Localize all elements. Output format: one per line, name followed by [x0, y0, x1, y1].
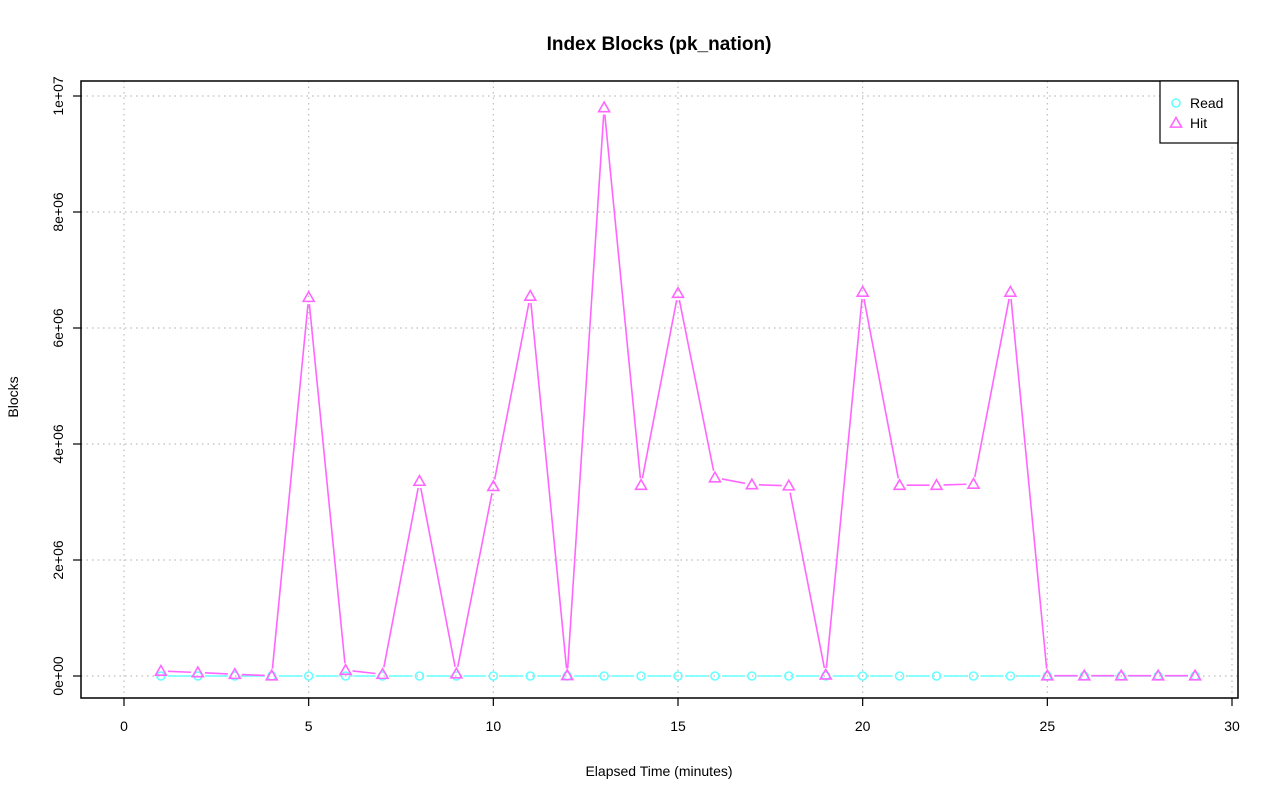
data-point: [966, 476, 981, 489]
series-segment: [530, 302, 568, 669]
data-point: [264, 668, 279, 681]
data-point: [857, 671, 868, 681]
plot-frame: [80, 80, 1239, 699]
data-point: [488, 671, 499, 681]
y-tick-label: 1e+07: [50, 76, 66, 116]
data-point: [671, 286, 685, 299]
data-point: [1003, 284, 1018, 297]
series-segment: [758, 484, 782, 487]
data-point: [375, 667, 390, 680]
axes: 0 5 10 15 20 25 30 0e+00 2e+06 4e+06 6e+06 8e+06 1e+…: [50, 76, 1240, 734]
data-point: [1077, 668, 1092, 681]
data-point: [303, 671, 314, 681]
series-segment: [566, 114, 605, 669]
data-point: [414, 671, 425, 681]
y-tick-label: 2e+06: [50, 540, 66, 580]
x-tick-label: 0: [120, 718, 128, 734]
series-segment: [383, 487, 419, 668]
series-segment: [943, 483, 967, 486]
series-segment: [419, 487, 456, 667]
data-point: [1040, 668, 1055, 681]
data-point: [636, 671, 646, 681]
y-tick-label: 4e+06: [50, 424, 66, 464]
y-tick-label: 8e+06: [50, 192, 66, 232]
series-segment: [678, 299, 715, 471]
x-tick-label: 15: [670, 718, 686, 734]
data-point: [560, 668, 575, 681]
series-layer: [154, 100, 1202, 681]
data-point: [929, 478, 944, 491]
series-segment: [721, 478, 746, 485]
data-point: [301, 290, 316, 303]
data-point: [744, 477, 759, 490]
series-segment: [493, 302, 530, 480]
data-point: [412, 474, 427, 487]
data-point: [783, 671, 794, 681]
y-axis-label: Blocks: [5, 376, 21, 417]
data-point: [523, 288, 538, 302]
x-tick-label: 20: [855, 718, 871, 734]
series-hit: [154, 100, 1202, 681]
data-point: [338, 663, 353, 676]
x-tick-label: 10: [486, 718, 502, 734]
data-point: [1005, 671, 1016, 681]
data-point: [634, 478, 648, 491]
series-segment: [271, 304, 309, 669]
data-point: [673, 671, 683, 681]
series-segment: [456, 493, 493, 667]
data-point: [708, 470, 722, 483]
data-point: [781, 478, 796, 491]
series-segment: [352, 670, 376, 675]
data-point: [340, 671, 351, 681]
series-segment: [308, 304, 346, 664]
data-point: [190, 665, 205, 678]
series-segment: [825, 298, 863, 668]
data-point: [855, 284, 870, 297]
data-point: [449, 666, 464, 679]
series-segment: [641, 299, 678, 479]
chart-title: Index Blocks (pk_nation): [547, 34, 772, 55]
y-tick-label: 6e+06: [50, 308, 66, 348]
legend: Read Hit: [1159, 80, 1239, 144]
y-tick-label: 0e+00: [50, 656, 66, 696]
grid: [81, 81, 1238, 698]
x-tick-label: 25: [1040, 718, 1056, 734]
data-point: [597, 100, 612, 113]
data-point: [154, 663, 168, 676]
x-tick-label: 30: [1224, 718, 1240, 734]
series-segment: [167, 670, 191, 674]
series-segment: [241, 673, 265, 677]
legend-entry: Read: [1190, 95, 1223, 111]
data-point: [710, 671, 720, 681]
data-point: [818, 667, 833, 680]
data-point: [892, 478, 907, 491]
series-segment: [863, 298, 900, 479]
series-segment: [789, 492, 826, 669]
data-point: [747, 671, 757, 681]
series-segment: [204, 672, 228, 675]
data-point: [525, 671, 536, 681]
data-point: [227, 667, 242, 680]
data-point: [968, 671, 979, 681]
data-point: [156, 671, 166, 681]
data-point: [1114, 668, 1129, 681]
data-point: [894, 671, 905, 681]
data-point: [486, 479, 501, 492]
x-axis-label: Elapsed Time (minutes): [585, 763, 732, 779]
data-point: [1151, 668, 1166, 681]
series-segment: [604, 114, 642, 479]
x-tick-label: 5: [305, 718, 313, 734]
legend-entry: Hit: [1190, 115, 1207, 131]
series-segment: [1010, 298, 1048, 669]
data-point: [931, 671, 942, 681]
legend-marker: [1169, 115, 1183, 128]
data-point: [1188, 668, 1202, 681]
legend-marker: [1171, 98, 1181, 108]
legend-box: [1159, 80, 1239, 144]
data-point: [599, 671, 609, 681]
series-segment: [974, 298, 1010, 478]
